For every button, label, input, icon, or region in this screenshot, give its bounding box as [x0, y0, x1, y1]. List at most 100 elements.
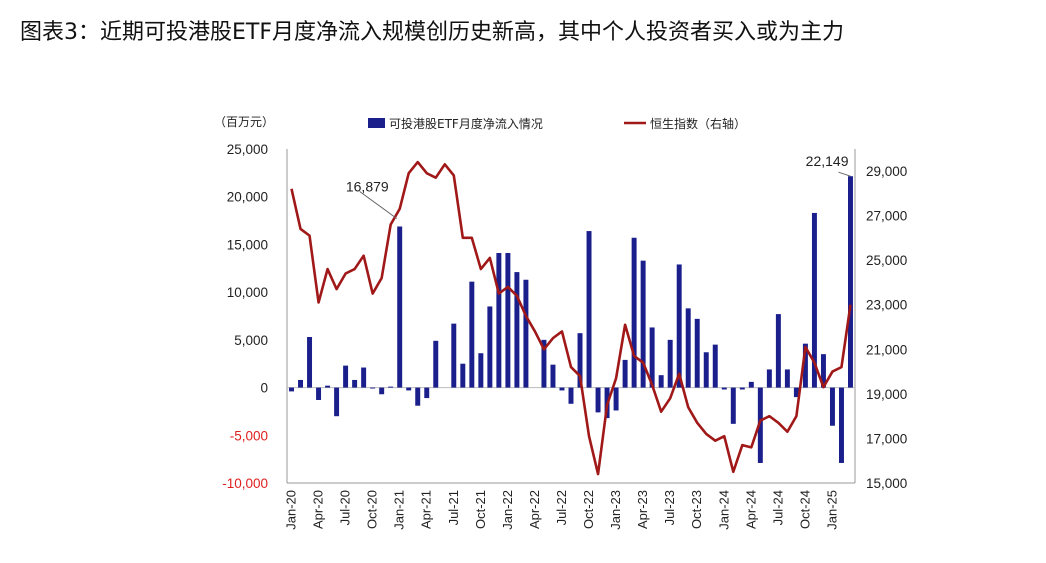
inflow-bar	[757, 387, 763, 463]
figure-title: 图表3：近期可投港股ETF月度净流入规模创历史新高，其中个人投资者买入或为主力	[20, 20, 844, 45]
left-tick-label: -10,000	[222, 476, 268, 491]
left-tick-label: 10,000	[227, 285, 268, 300]
inflow-bar	[541, 339, 547, 388]
inflow-bar	[334, 387, 340, 417]
annotation-label: 16,879	[346, 178, 389, 194]
inflow-bar	[505, 253, 511, 388]
hang-seng-line	[290, 160, 852, 476]
chart-labels: 25,000 20,000 15,000 10,000 5,000 0 -5,000 -10,…	[214, 115, 907, 530]
inflow-bar	[730, 387, 736, 424]
inflow-bar	[685, 308, 691, 388]
x-tick-label: Jan-22	[500, 490, 515, 530]
legend-bar-label: 可投港股ETF月度净流入情况	[389, 116, 543, 131]
inflow-bar	[595, 387, 601, 413]
inflow-bar	[848, 176, 853, 388]
inflow-bar	[523, 279, 529, 388]
inflow-bar	[667, 339, 673, 388]
x-tick-label: Jan-20	[284, 490, 299, 530]
inflow-bar	[739, 387, 745, 390]
inflow-bar	[478, 353, 484, 388]
inflow-bar	[802, 343, 808, 388]
inflow-bar	[577, 333, 583, 388]
legend-line-label: 恒生指数（右轴）	[650, 116, 746, 131]
net-inflow-bars	[289, 176, 853, 463]
inflow-bar	[289, 387, 294, 392]
legend-bar-swatch	[368, 118, 385, 128]
inflow-bar	[748, 381, 754, 388]
inflow-bar	[451, 323, 457, 388]
inflow-bar	[361, 367, 367, 388]
x-tick-label: Oct-23	[689, 490, 704, 529]
right-tick-label: 17,000	[866, 431, 907, 446]
x-tick-label: Jul-20	[338, 490, 353, 525]
inflow-bar	[496, 253, 502, 388]
inflow-bar	[811, 212, 817, 388]
inflow-bar	[514, 272, 520, 388]
x-tick-label: Oct-20	[365, 490, 380, 529]
inflow-bar	[325, 385, 331, 388]
left-unit-label: （百万元）	[214, 115, 274, 129]
x-tick-label: Oct-22	[581, 490, 596, 529]
right-tick-label: 25,000	[866, 253, 907, 268]
inflow-bar	[487, 306, 493, 388]
x-tick-label: Jul-21	[446, 490, 461, 525]
x-tick-label: Oct-24	[797, 490, 812, 529]
inflow-bar	[613, 387, 619, 411]
annotation-leader	[838, 171, 851, 177]
left-tick-label: 0	[260, 381, 268, 396]
inflow-bar	[631, 237, 637, 388]
x-tick-label: Apr-21	[419, 490, 434, 529]
inflow-bar	[550, 364, 556, 388]
right-tick-label: 27,000	[866, 209, 907, 224]
inflow-bar	[406, 387, 412, 391]
right-tick-label: 29,000	[866, 164, 907, 179]
inflow-bar	[676, 264, 682, 388]
inflow-bar	[775, 314, 781, 388]
inflow-bar	[694, 318, 700, 388]
x-tick-label: Jul-23	[662, 490, 677, 525]
inflow-bar	[559, 387, 565, 391]
inflow-bar	[820, 354, 826, 388]
x-tick-label: Apr-20	[311, 490, 326, 529]
inflow-bar	[784, 369, 790, 388]
inflow-bar	[712, 344, 718, 388]
inflow-bar	[397, 226, 403, 388]
inflow-bar	[568, 387, 574, 404]
x-tick-label: Jan-23	[608, 490, 623, 530]
x-tick-label: Oct-21	[473, 490, 488, 529]
inflow-bar	[388, 386, 394, 388]
right-tick-label: 19,000	[866, 387, 907, 402]
left-tick-label: -5,000	[230, 428, 268, 443]
x-tick-label: Jan-21	[392, 490, 407, 530]
inflow-bar	[469, 281, 475, 388]
inflow-bar	[379, 387, 385, 395]
left-tick-label: 15,000	[227, 237, 268, 252]
inflow-bar	[424, 387, 430, 399]
inflow-bar	[766, 369, 772, 388]
inflow-bar	[415, 387, 421, 406]
annotation-label: 22,149	[806, 153, 849, 169]
inflow-bar	[307, 336, 313, 388]
x-tick-label: Jan-25	[824, 490, 839, 530]
x-tick-label: Jul-22	[554, 490, 569, 525]
x-tick-label: Jan-24	[716, 490, 731, 530]
inflow-bar	[649, 327, 655, 388]
hang-seng-index-line	[290, 160, 852, 476]
inflow-bar	[829, 387, 835, 426]
inflow-bar	[316, 387, 322, 400]
inflow-bar	[839, 387, 844, 463]
inflow-bar	[622, 359, 628, 388]
inflow-bar	[352, 379, 358, 388]
x-tick-label: Apr-22	[527, 490, 542, 529]
left-tick-label: 5,000	[234, 333, 268, 348]
chart-axes	[286, 149, 856, 484]
inflow-bar	[658, 375, 664, 388]
inflow-bar	[793, 387, 799, 398]
inflow-bar	[703, 352, 709, 388]
x-tick-label: Jul-24	[770, 490, 785, 525]
right-tick-label: 15,000	[866, 476, 907, 491]
x-tick-label: Apr-24	[743, 490, 758, 529]
inflow-bar	[343, 365, 349, 388]
right-tick-label: 23,000	[866, 298, 907, 313]
